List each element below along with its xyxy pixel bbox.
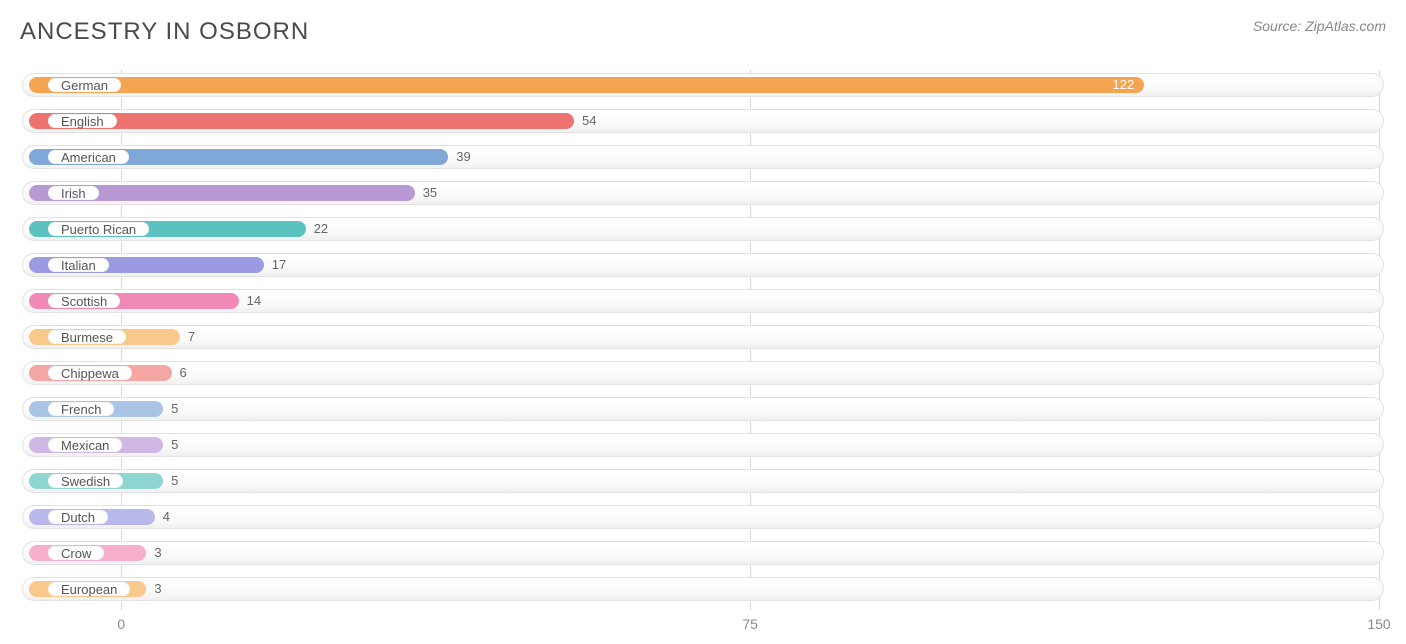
bar-value: 39 bbox=[448, 149, 470, 165]
bar-value: 122 bbox=[1113, 77, 1145, 93]
bar-label: Crow bbox=[48, 546, 104, 560]
bar-track bbox=[22, 325, 1384, 349]
bar-track bbox=[22, 541, 1384, 565]
bar-row: Mexican 5 bbox=[20, 430, 1386, 460]
bar-row: Swedish 5 bbox=[20, 466, 1386, 496]
bar-value: 54 bbox=[574, 113, 596, 129]
bar-row: American 39 bbox=[20, 142, 1386, 172]
bar-row: Puerto Rican 22 bbox=[20, 214, 1386, 244]
bar-value: 7 bbox=[180, 329, 195, 345]
bar-track bbox=[22, 469, 1384, 493]
chart-header: ANCESTRY IN OSBORN Source: ZipAtlas.com bbox=[20, 18, 1386, 46]
bar-row: Chippewa 6 bbox=[20, 358, 1386, 388]
bar-row: English 54 bbox=[20, 106, 1386, 136]
bar-value: 4 bbox=[155, 509, 170, 525]
bar-label: Mexican bbox=[48, 438, 122, 452]
bar-label: American bbox=[48, 150, 129, 164]
bar-value: 5 bbox=[163, 401, 178, 417]
chart-area: German122English54American39Irish35Puert… bbox=[20, 70, 1386, 638]
bar-label: Italian bbox=[48, 258, 109, 272]
chart-title: ANCESTRY IN OSBORN bbox=[20, 18, 309, 46]
bar-row: German 122 bbox=[20, 70, 1386, 100]
bar-track bbox=[22, 577, 1384, 601]
bar-value: 3 bbox=[146, 581, 161, 597]
bar-track bbox=[22, 433, 1384, 457]
chart-source: Source: ZipAtlas.com bbox=[1253, 18, 1386, 34]
bar-label: Scottish bbox=[48, 294, 120, 308]
bar-value: 3 bbox=[146, 545, 161, 561]
bar-value: 14 bbox=[239, 293, 261, 309]
bar-label: European bbox=[48, 582, 130, 596]
bar-value: 22 bbox=[306, 221, 328, 237]
x-tick: 75 bbox=[742, 616, 758, 632]
bar-label: Dutch bbox=[48, 510, 108, 524]
x-tick: 0 bbox=[117, 616, 125, 632]
bar-value: 5 bbox=[163, 473, 178, 489]
bar-row: Burmese 7 bbox=[20, 322, 1386, 352]
bar-label: English bbox=[48, 114, 117, 128]
bar-row: European 3 bbox=[20, 574, 1386, 604]
bar bbox=[29, 77, 1144, 93]
bar-track bbox=[22, 505, 1384, 529]
bar-row: Italian 17 bbox=[20, 250, 1386, 280]
x-axis: 075150 bbox=[20, 610, 1386, 638]
bar-label: Swedish bbox=[48, 474, 123, 488]
bar-row: Scottish 14 bbox=[20, 286, 1386, 316]
bar-value: 17 bbox=[264, 257, 286, 273]
bar-label: Irish bbox=[48, 186, 99, 200]
bar-value: 5 bbox=[163, 437, 178, 453]
bar-label: German bbox=[48, 78, 121, 92]
bar-track bbox=[22, 361, 1384, 385]
bar-label: Puerto Rican bbox=[48, 222, 149, 236]
bar-label: French bbox=[48, 402, 114, 416]
bar-row: Crow 3 bbox=[20, 538, 1386, 568]
bar-value: 35 bbox=[415, 185, 437, 201]
bar-row: French 5 bbox=[20, 394, 1386, 424]
bar-row: Dutch 4 bbox=[20, 502, 1386, 532]
bar-value: 6 bbox=[172, 365, 187, 381]
bar-track bbox=[22, 397, 1384, 421]
bar-label: Chippewa bbox=[48, 366, 132, 380]
x-tick: 150 bbox=[1367, 616, 1390, 632]
bar-label: Burmese bbox=[48, 330, 126, 344]
bar-row: Irish 35 bbox=[20, 178, 1386, 208]
